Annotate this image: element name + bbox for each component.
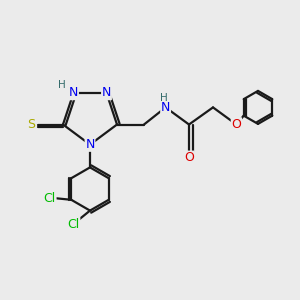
Text: O: O xyxy=(232,118,241,131)
Text: O: O xyxy=(184,151,194,164)
Text: Cl: Cl xyxy=(44,192,56,205)
Text: N: N xyxy=(102,86,111,100)
Text: H: H xyxy=(58,80,65,90)
Text: H: H xyxy=(160,93,168,103)
Text: N: N xyxy=(161,101,170,114)
Text: Cl: Cl xyxy=(68,218,80,231)
Text: S: S xyxy=(28,118,35,131)
Text: N: N xyxy=(85,138,95,151)
Text: N: N xyxy=(69,86,78,100)
